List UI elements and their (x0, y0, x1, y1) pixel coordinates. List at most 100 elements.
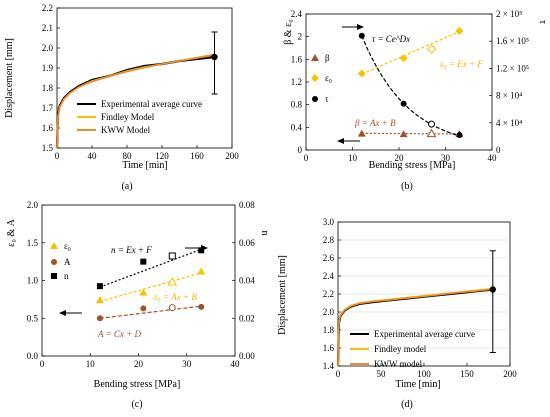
eps0-point (139, 288, 148, 296)
y-tick-label: 2.4 (291, 9, 303, 19)
panel-b-eq-beta: β = Ax + B (354, 118, 396, 128)
beta-point (399, 130, 408, 138)
y-tick-label: 2.0 (27, 200, 39, 210)
tau-point (456, 132, 463, 139)
A-point (140, 305, 147, 312)
plot-frame (56, 7, 233, 149)
panel-a-ylabel: Displacement [mm] (4, 38, 15, 118)
eps0-point (197, 267, 206, 275)
series-experimental-line (336, 288, 493, 367)
legend-b-beta: β (325, 53, 330, 63)
panel-c-legend: ε₀ A n (50, 241, 71, 281)
series-kww-line (337, 288, 493, 367)
panel-a-legend: Experimental average curve Findley Model… (77, 99, 202, 135)
y-tick-label: 1.8 (323, 325, 335, 335)
y2-tick-label: 0 (496, 145, 501, 155)
error-bar-point (211, 53, 218, 61)
x-tick-label: 100 (417, 369, 431, 379)
y-tick-label: 1.6 (291, 54, 303, 64)
n-trend-line (99, 248, 202, 288)
panel-a-caption: (a) (121, 181, 132, 192)
x-tick-label: 10 (348, 153, 358, 163)
series-kww-line (56, 53, 215, 149)
legend-b-eps0: ε₀ (325, 73, 332, 83)
x-tick-label: 30 (441, 153, 451, 163)
y-tick-label: 1.4 (323, 361, 335, 371)
x-tick-label: 40 (88, 151, 98, 161)
y-tick-label: 2.2 (42, 3, 53, 13)
panel-c-xlabel: Bending stress [MPa] (94, 379, 181, 390)
y2-tick-label: 2 × 10⁵ (496, 9, 522, 19)
y-tick-label: 1.6 (323, 343, 335, 353)
y2-tick-label: 0.04 (239, 276, 255, 286)
n-point (96, 283, 103, 290)
x-tick-label: 150 (460, 369, 474, 379)
x-tick-label: 0 (55, 151, 60, 161)
panel-c-eq-A: A = Cx + D (97, 329, 141, 339)
panel-c-y2label: n (259, 231, 270, 236)
y-tick-label: 2.8 (323, 235, 335, 245)
panel-c: 0 10 20 30 40 0.0 0.5 1.0 1.5 2.0 0.00 0.02 0.04 0.06… (6, 200, 270, 410)
error-bar-point (489, 286, 496, 293)
legend-d-findley: Findley model (374, 344, 427, 354)
beta-point (357, 129, 366, 137)
eps0-trend-line (99, 272, 202, 303)
y-tick-label: 1.6 (42, 123, 54, 133)
panel-a: 0 40 80 120 160 200 1.5 1.6 1.7 1.8 1.9 2.0 2.1 2.2 T… (4, 3, 239, 192)
y-tick-label: 1.0 (27, 276, 39, 286)
y-tick-label: 1.5 (42, 143, 54, 153)
y2-tick-label: 8 × 10⁴ (496, 91, 522, 101)
y-tick-label: 0 (298, 145, 303, 155)
y-tick-label: 0.0 (27, 351, 39, 361)
panel-b-y2label: τ (537, 20, 548, 24)
panel-b-xlabel: Bending stress [MPa] (369, 160, 456, 171)
tau-trend-line (361, 35, 460, 137)
panel-d: 0 50 100 150 2001.41.61.82.02.22.42.62.83.0 … (277, 217, 517, 410)
panel-d-caption: (d) (401, 399, 413, 410)
y-tick-label: 0.5 (27, 313, 39, 323)
y-tick-label: 0.8 (291, 100, 303, 110)
tau-point (358, 32, 365, 39)
y2-tick-label: 4 × 10⁴ (496, 118, 522, 128)
eps0-point (455, 27, 464, 35)
panel-c-eq-eps0: ε₀ = Ax + B (154, 292, 197, 302)
panel-c-ylabel: ε₀ & A (6, 218, 17, 246)
panel-c-eq-n: n = Ex + F (111, 245, 152, 255)
panel-d-ylabel: Displacement [mm] (277, 255, 288, 335)
eps0-point (357, 69, 366, 78)
eps0-open-point (167, 277, 178, 286)
y2-tick-label: 0.00 (239, 351, 255, 361)
panel-a-xlabel: Time [min] (122, 160, 167, 171)
x-tick-label: 80 (123, 151, 133, 161)
y2-tick-label: 1.2 × 10⁵ (496, 63, 529, 73)
A-point (96, 315, 103, 322)
panel-d-legend: Experimental average curve Findley model… (350, 329, 475, 369)
tau-point (400, 100, 407, 107)
panel-b-eq-tau: τ = Ce^Dx (372, 34, 410, 44)
beta-open-point (426, 128, 437, 138)
x-tick-label: 10 (86, 359, 96, 369)
panel-b-eq-eps0: ε₀ = Ex + F (440, 59, 483, 69)
legend-a-kww: KWW Model (101, 125, 151, 135)
panel-b-legend: β ε₀ τ (311, 53, 332, 104)
y-tick-label: 2.1 (42, 23, 53, 33)
legend-d-kww: KWW model (374, 359, 423, 369)
y-tick-label: 1.7 (42, 103, 54, 113)
y-tick-label: 2.2 (323, 289, 334, 299)
n-open-point (168, 252, 176, 260)
A-open-point (168, 304, 176, 312)
x-tick-label: 40 (231, 359, 241, 369)
legend-c-n: n (64, 271, 69, 281)
legend-a-experimental: Experimental average curve (101, 99, 202, 109)
y-tick-label: 2.0 (42, 43, 54, 53)
eps0-open-point (426, 44, 437, 54)
y-tick-label: 1.8 (42, 83, 54, 93)
A-trend-line (99, 305, 202, 319)
x-tick-label: 0 (336, 369, 341, 379)
legend-b-tau: τ (325, 94, 329, 104)
x-tick-label: 40 (488, 153, 498, 163)
x-tick-label: 200 (225, 151, 239, 161)
y-tick-label: 2 (298, 32, 303, 42)
y2-tick-label: 1.6 × 10⁵ (496, 36, 529, 46)
